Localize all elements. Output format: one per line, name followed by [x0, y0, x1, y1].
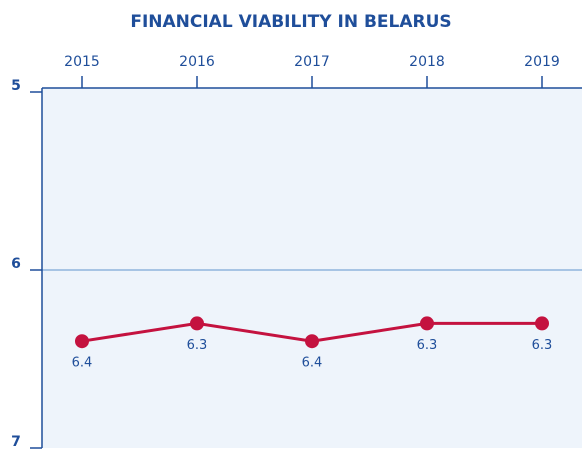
- x-tick-label: 2018: [409, 54, 445, 70]
- x-tick-label: 2016: [179, 54, 215, 70]
- data-label: 6.4: [302, 356, 323, 371]
- data-point: [305, 334, 319, 349]
- data-point: [535, 316, 549, 331]
- data-point: [75, 334, 89, 349]
- y-tick-label: 5: [11, 78, 21, 94]
- y-tick-label: 7: [11, 434, 21, 450]
- data-label: 6.3: [532, 338, 553, 353]
- chart-title: FINANCIAL VIABILITY IN BELARUS: [130, 12, 451, 32]
- data-label: 6.3: [187, 338, 208, 353]
- data-point: [420, 316, 434, 331]
- x-tick-label: 2015: [64, 54, 100, 70]
- data-label: 6.4: [72, 356, 93, 371]
- data-label: 6.3: [417, 338, 438, 353]
- x-tick-label: 2017: [294, 54, 330, 70]
- plot-background: [42, 88, 582, 448]
- x-tick-label: 2019: [524, 54, 560, 70]
- y-tick-label: 6: [11, 256, 21, 272]
- data-point: [190, 316, 204, 331]
